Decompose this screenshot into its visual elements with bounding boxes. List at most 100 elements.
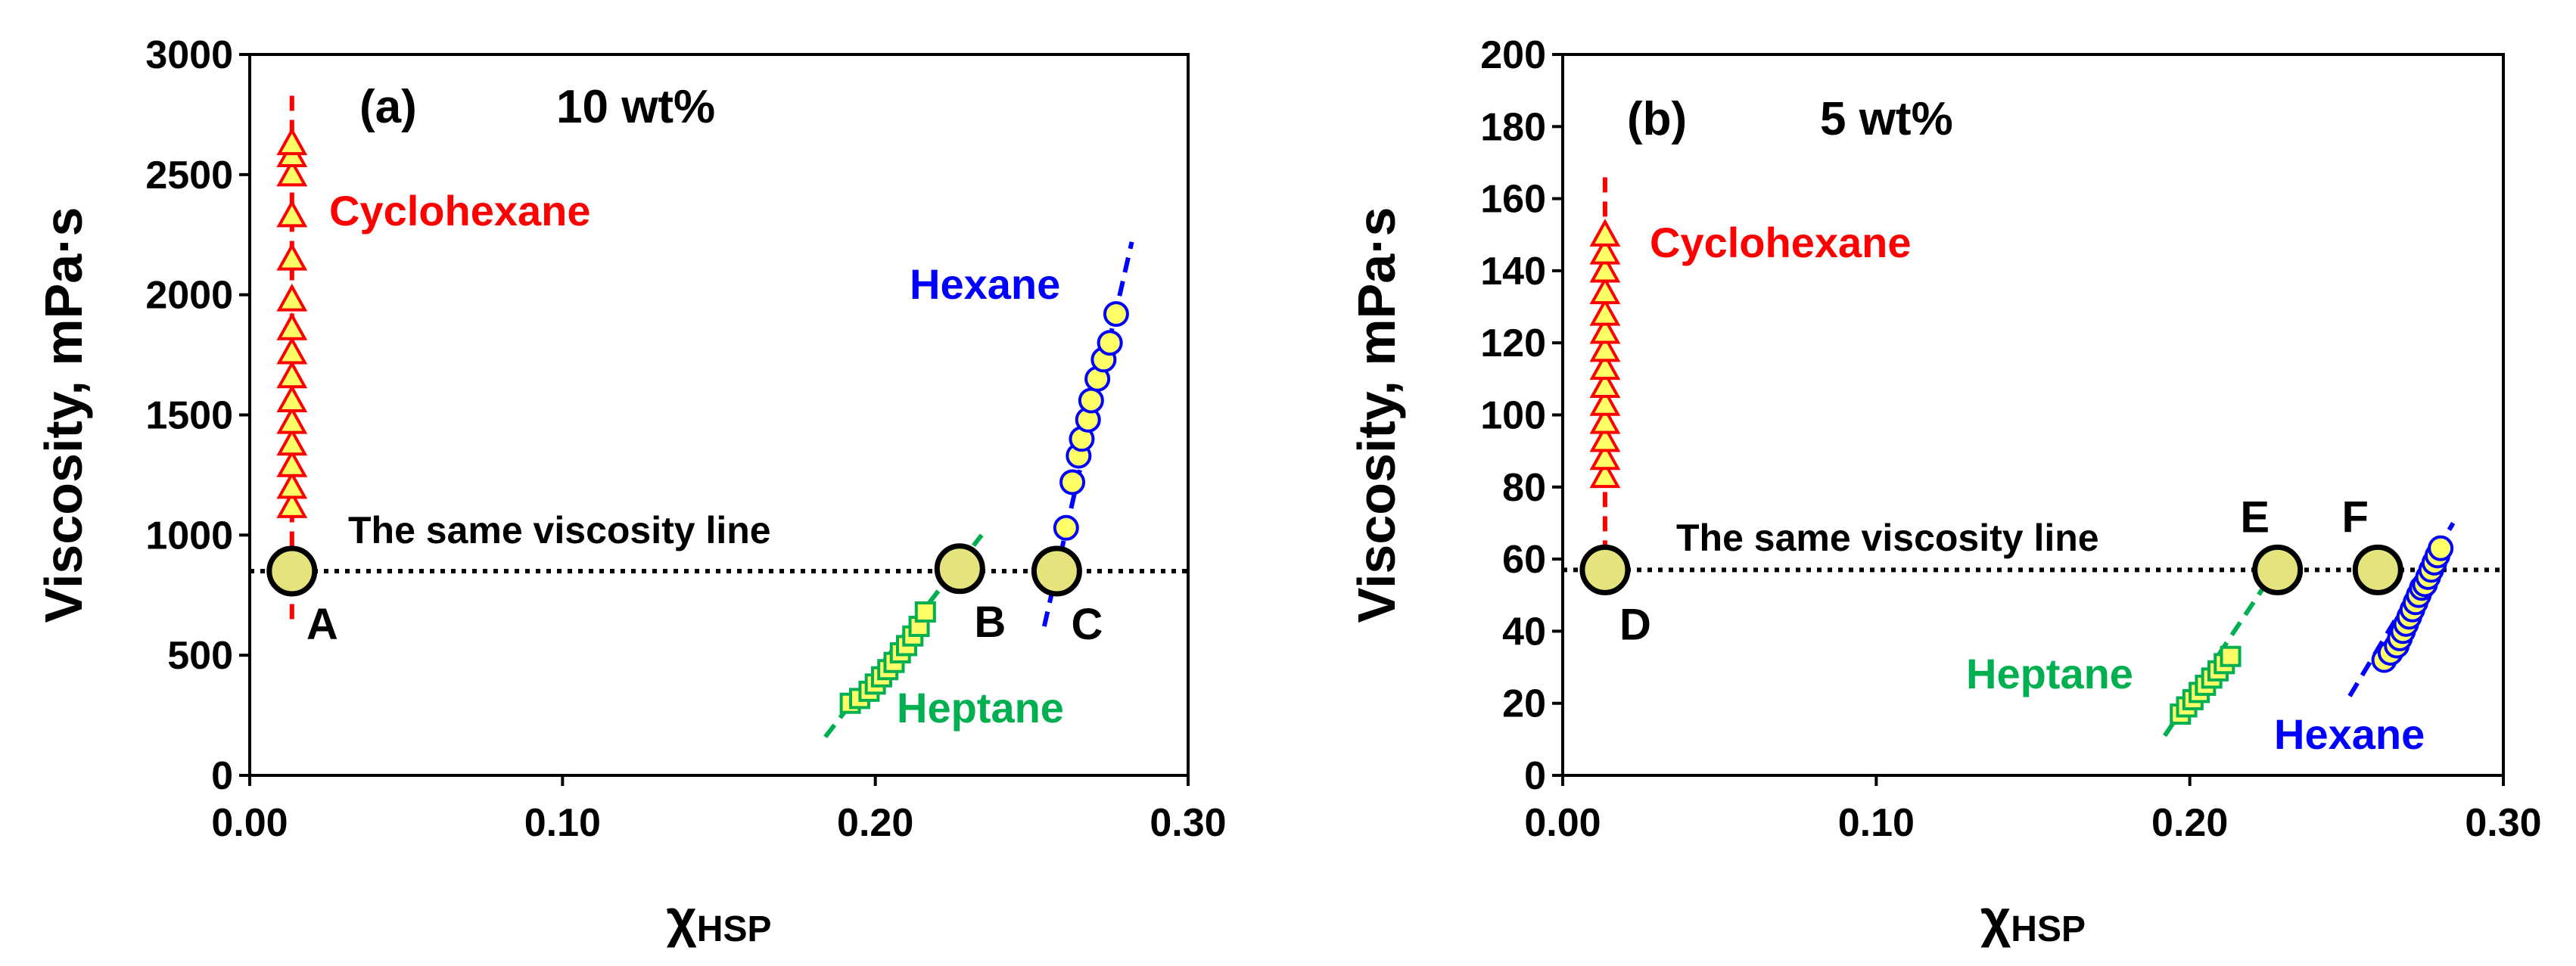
series-cyclohexane: Cyclohexane — [1589, 177, 1912, 556]
data-point-circle — [1059, 469, 1086, 495]
data-point-triangle — [1589, 388, 1621, 416]
y-tick-label: 0 — [1524, 754, 1546, 798]
y-tick-label: 140 — [1480, 250, 1546, 294]
y-tick-label: 120 — [1480, 321, 1546, 365]
panel-label: (a) — [359, 81, 417, 133]
highlight-label-c: C — [1071, 600, 1103, 649]
concentration-label: 5 wt% — [1820, 93, 1953, 145]
series-label-hexane: Hexane — [910, 260, 1060, 308]
data-point-triangle — [1589, 315, 1621, 344]
highlight-point-d — [1579, 544, 1631, 595]
data-point-triangle — [1589, 460, 1621, 489]
y-tick-label: 500 — [167, 634, 233, 678]
data-point-circle — [2428, 535, 2454, 561]
x-tick-label: 0.00 — [211, 801, 288, 845]
highlight-label-b: B — [974, 598, 1006, 647]
data-point-triangle — [1589, 424, 1621, 452]
series-hexane: Hexane — [2274, 521, 2456, 758]
highlight-label-f: F — [2342, 492, 2369, 542]
series-label-hexane: Hexane — [2274, 710, 2425, 758]
same-viscosity-line-label: The same viscosity line — [348, 509, 771, 551]
panel-b: 0 20 40 60 80 100 120 140 160 180 200 0.00 0.10 0.20 0… — [1347, 33, 2542, 949]
data-point-triangle — [276, 405, 308, 434]
data-point-triangle — [1589, 405, 1621, 434]
x-axis-title-main: χ — [1980, 889, 2011, 948]
y-axis-title: Viscosity, mPa·s — [34, 207, 93, 623]
y-tick-label: 160 — [1480, 178, 1546, 222]
series-label-cyclohexane: Cyclohexane — [329, 187, 591, 235]
x-tick-label: 0.20 — [837, 801, 913, 845]
data-point-triangle — [1589, 219, 1621, 247]
highlight-point-e — [2252, 544, 2304, 595]
series-label-heptane: Heptane — [1966, 650, 2133, 697]
series-heptane: Heptane — [1966, 564, 2280, 738]
y-tick-label: 0 — [211, 754, 233, 798]
y-tick-label: 40 — [1502, 610, 1546, 654]
panel-a: 0 500 1000 1500 2000 2500 3000 0.00 0.10 0.20 0.30… — [34, 33, 1227, 949]
data-point-triangle — [276, 360, 308, 389]
series-label-cyclohexane: Cyclohexane — [1650, 219, 1912, 266]
data-point-circle — [1097, 330, 1123, 356]
x-axis-title: χHSP — [1980, 889, 2086, 949]
data-point-triangle — [1589, 236, 1621, 265]
data-point-triangle — [276, 283, 308, 312]
x-tick-label: 0.30 — [2465, 801, 2541, 845]
y-axis-title: Viscosity, mPa·s — [1347, 207, 1406, 623]
data-point-triangle — [276, 427, 308, 456]
data-point-circle — [1053, 514, 1079, 541]
highlight-point-a — [266, 545, 318, 597]
data-point-circle — [1103, 301, 1129, 328]
data-point-triangle — [276, 471, 308, 499]
data-point-triangle — [276, 312, 308, 340]
data-point-triangle — [1589, 254, 1621, 283]
data-point-triangle — [276, 490, 308, 518]
data-point-square — [914, 601, 936, 623]
same-viscosity-line-label: The same viscosity line — [1676, 517, 2099, 559]
x-axis-title: χHSP — [666, 889, 771, 949]
data-point-triangle — [276, 336, 308, 365]
series-label-heptane: Heptane — [897, 684, 1064, 731]
series-hexane: Hexane — [910, 241, 1134, 627]
series-cyclohexane: Cyclohexane — [276, 95, 591, 620]
data-point-triangle — [276, 199, 308, 228]
data-point-triangle — [276, 384, 308, 413]
y-tick-label: 80 — [1502, 466, 1546, 510]
data-point-circle — [1078, 387, 1104, 414]
y-tick-label: 3000 — [145, 33, 233, 77]
y-tick-label: 100 — [1480, 394, 1546, 438]
data-point-triangle — [276, 158, 308, 187]
data-point-triangle — [1589, 334, 1621, 362]
data-point-triangle — [276, 127, 308, 156]
data-point-triangle — [276, 449, 308, 477]
data-point-triangle — [276, 242, 308, 271]
y-tick-label: 60 — [1502, 538, 1546, 582]
y-tick-label: 180 — [1480, 105, 1546, 149]
highlight-label-e: E — [2240, 492, 2270, 542]
highlight-point-b — [934, 543, 985, 595]
highlight-point-c — [1031, 545, 1082, 597]
highlight-point-f — [2352, 544, 2403, 595]
x-tick-label: 0.00 — [1524, 801, 1601, 845]
x-axis-title-subscript: HSP — [697, 909, 772, 949]
highlight-label-d: D — [1619, 600, 1651, 649]
data-point-triangle — [1589, 442, 1621, 471]
plot-frame — [248, 53, 1190, 777]
x-tick-label: 0.10 — [1838, 801, 1915, 845]
concentration-label: 10 wt% — [556, 81, 715, 133]
y-tick-label: 200 — [1480, 33, 1546, 77]
data-point-triangle — [1589, 297, 1621, 326]
panel-label: (b) — [1627, 93, 1687, 145]
data-point-triangle — [1589, 352, 1621, 380]
y-tick-label: 2000 — [145, 274, 233, 318]
y-tick-label: 1500 — [145, 394, 233, 438]
x-tick-label: 0.20 — [2151, 801, 2228, 845]
data-point-triangle — [1589, 276, 1621, 305]
highlight-label-a: A — [306, 600, 338, 649]
y-tick-label: 1000 — [145, 514, 233, 558]
data-point-square — [2220, 645, 2242, 667]
data-point-triangle — [1589, 370, 1621, 398]
x-axis-title-subscript: HSP — [2011, 909, 2086, 949]
y-tick-label: 20 — [1502, 682, 1546, 726]
x-tick-label: 0.30 — [1150, 801, 1226, 845]
